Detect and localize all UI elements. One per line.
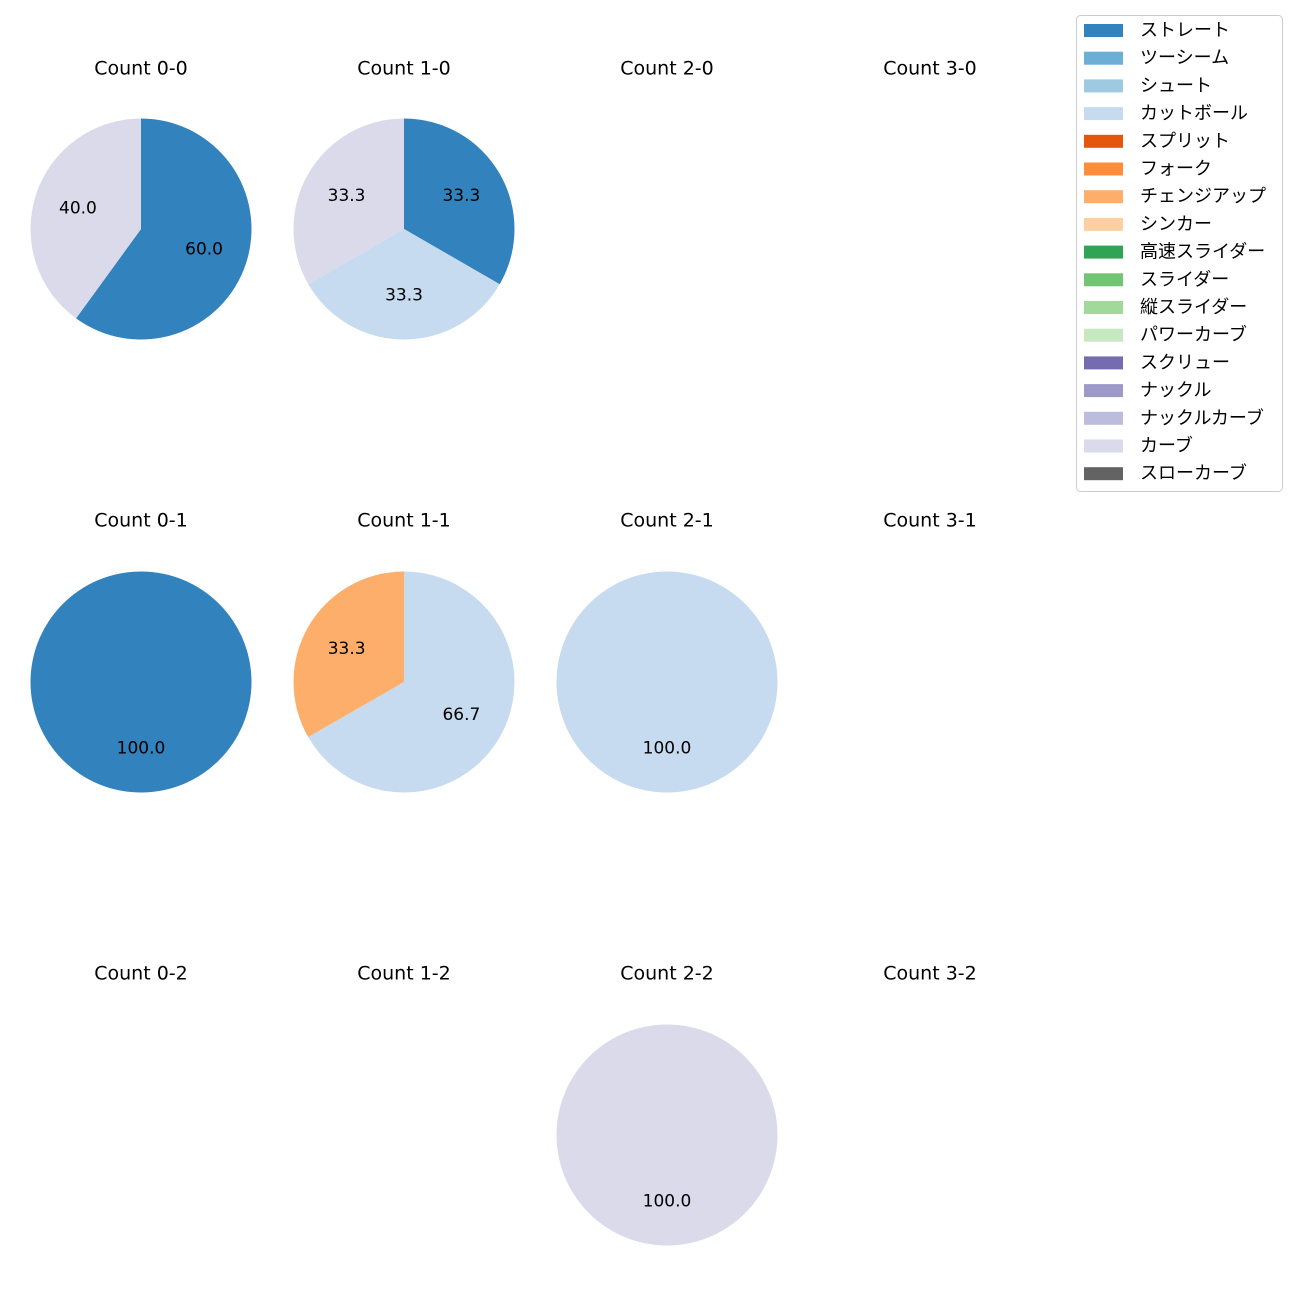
legend-label: 高速スライダー [1140, 242, 1265, 263]
subplot-count-1-2: Count 1-2 [357, 963, 451, 985]
subplot-count-3-2: Count 3-2 [883, 963, 977, 985]
legend-label: ナックル [1140, 380, 1211, 401]
subplot-count-0-2: Count 0-2 [94, 963, 188, 985]
subplot-title: Count 1-2 [357, 963, 451, 985]
legend-item: スローカーブ [1084, 462, 1247, 484]
subplot-count-1-1: Count 1-1 66.7 33.3 [293, 510, 515, 793]
pie-slice [30, 571, 252, 793]
legend-item: ナックルカーブ [1084, 407, 1264, 429]
slice-percent-label: 60.0 [185, 239, 223, 259]
legend-item: スライダー [1084, 269, 1229, 290]
legend-swatch [1084, 245, 1123, 259]
subplot-title: Count 1-0 [357, 58, 451, 80]
legend-item: 縦スライダー [1084, 297, 1247, 318]
legend-swatch [1084, 107, 1123, 121]
legend-item: シュート [1084, 75, 1212, 96]
slice-percent-label: 33.3 [385, 285, 423, 305]
pie-slice [30, 118, 141, 319]
pie-slice [556, 571, 778, 793]
legend-item: シンカー [1084, 214, 1212, 235]
legend-item: フォーク [1084, 159, 1212, 180]
legend-label: 縦スライダー [1140, 297, 1247, 318]
pie-slice [308, 571, 515, 793]
legend-item: カーブ [1084, 435, 1193, 457]
legend-label: スプリット [1140, 131, 1230, 152]
legend-item: 高速スライダー [1084, 242, 1265, 263]
subplot-title: Count 2-1 [620, 510, 714, 532]
subplot-title: Count 2-2 [620, 963, 714, 985]
legend-label: シンカー [1140, 214, 1212, 235]
legend-label: カーブ [1140, 435, 1193, 457]
legend-swatch [1084, 467, 1123, 481]
legend-label: パワーカーブ [1140, 324, 1247, 346]
subplot-count-2-1: Count 2-1 100.0 [556, 510, 778, 793]
slice-percent-label: 40.0 [59, 199, 97, 219]
legend-label: シュート [1140, 75, 1212, 96]
legend-swatch [1084, 384, 1123, 398]
legend-swatch [1084, 356, 1123, 370]
legend-swatch [1084, 301, 1123, 314]
legend-item: ストレート [1084, 20, 1230, 41]
legend-item: パワーカーブ [1084, 324, 1247, 346]
legend-item: スクリュー [1084, 352, 1230, 373]
legend-frame [1076, 15, 1283, 492]
slice-percent-label: 33.3 [328, 639, 366, 659]
legend-swatch [1084, 24, 1123, 37]
pie-slice [293, 571, 404, 738]
subplot-title: Count 3-2 [883, 963, 977, 985]
subplot-title: Count 3-0 [883, 58, 977, 80]
subplot-title: Count 3-1 [883, 510, 977, 532]
subplot-count-0-0: Count 0-0 60.0 40.0 [30, 58, 252, 340]
subplot-count-0-1: Count 0-1 100.0 [30, 510, 252, 793]
slice-percent-label: 33.3 [442, 186, 480, 206]
legend-item: ナックル [1084, 380, 1211, 401]
legend-swatch [1084, 190, 1123, 204]
slice-percent-label: 100.0 [643, 1191, 692, 1211]
slice-percent-label: 66.7 [442, 705, 480, 725]
subplot-title: Count 0-0 [94, 58, 188, 80]
subplot-count-3-1: Count 3-1 [883, 510, 977, 532]
pie-slice [404, 118, 515, 285]
legend-swatch [1084, 273, 1123, 287]
subplot-count-3-0: Count 3-0 [883, 58, 977, 80]
legend-swatch [1084, 79, 1123, 93]
legend-label: ストレート [1140, 20, 1230, 41]
slice-percent-label: 100.0 [117, 738, 166, 758]
pie-slice [556, 1024, 778, 1246]
legend-label: チェンジアップ [1140, 186, 1266, 207]
legend-item: スプリット [1084, 131, 1230, 152]
subplot-count-1-0: Count 1-0 33.3 33.3 33.3 [293, 58, 515, 340]
subplot-count-2-2: Count 2-2 100.0 [556, 963, 778, 1246]
subplot-title: Count 2-0 [620, 58, 714, 80]
legend-item: ツーシーム [1084, 48, 1229, 69]
legend-label: ナックルカーブ [1140, 407, 1264, 429]
legend-swatch [1084, 162, 1123, 176]
legend-label: スライダー [1140, 269, 1229, 290]
legend: ストレートツーシームシュートカットボールスプリットフォークチェンジアップシンカー… [1076, 15, 1283, 492]
subplot-title: Count 0-2 [94, 963, 188, 985]
legend-label: スクリュー [1140, 352, 1230, 373]
legend-label: ツーシーム [1140, 48, 1229, 69]
legend-swatch [1084, 439, 1123, 453]
pie-slice [293, 118, 404, 285]
legend-swatch [1084, 328, 1123, 342]
legend-swatch [1084, 411, 1123, 425]
legend-item: カットボール [1084, 103, 1248, 124]
legend-swatch [1084, 217, 1123, 231]
subplot-title: Count 1-1 [357, 510, 451, 532]
slice-percent-label: 100.0 [643, 738, 692, 758]
legend-swatch [1084, 134, 1123, 148]
pie-slice [76, 118, 252, 340]
legend-swatch [1084, 51, 1123, 65]
legend-label: カットボール [1140, 103, 1248, 124]
legend-item: チェンジアップ [1084, 186, 1266, 207]
subplot-title: Count 0-1 [94, 510, 188, 532]
legend-label: フォーク [1140, 159, 1212, 180]
legend-label: スローカーブ [1140, 462, 1247, 484]
subplot-count-2-0: Count 2-0 [620, 58, 714, 80]
slice-percent-label: 33.3 [328, 186, 366, 206]
